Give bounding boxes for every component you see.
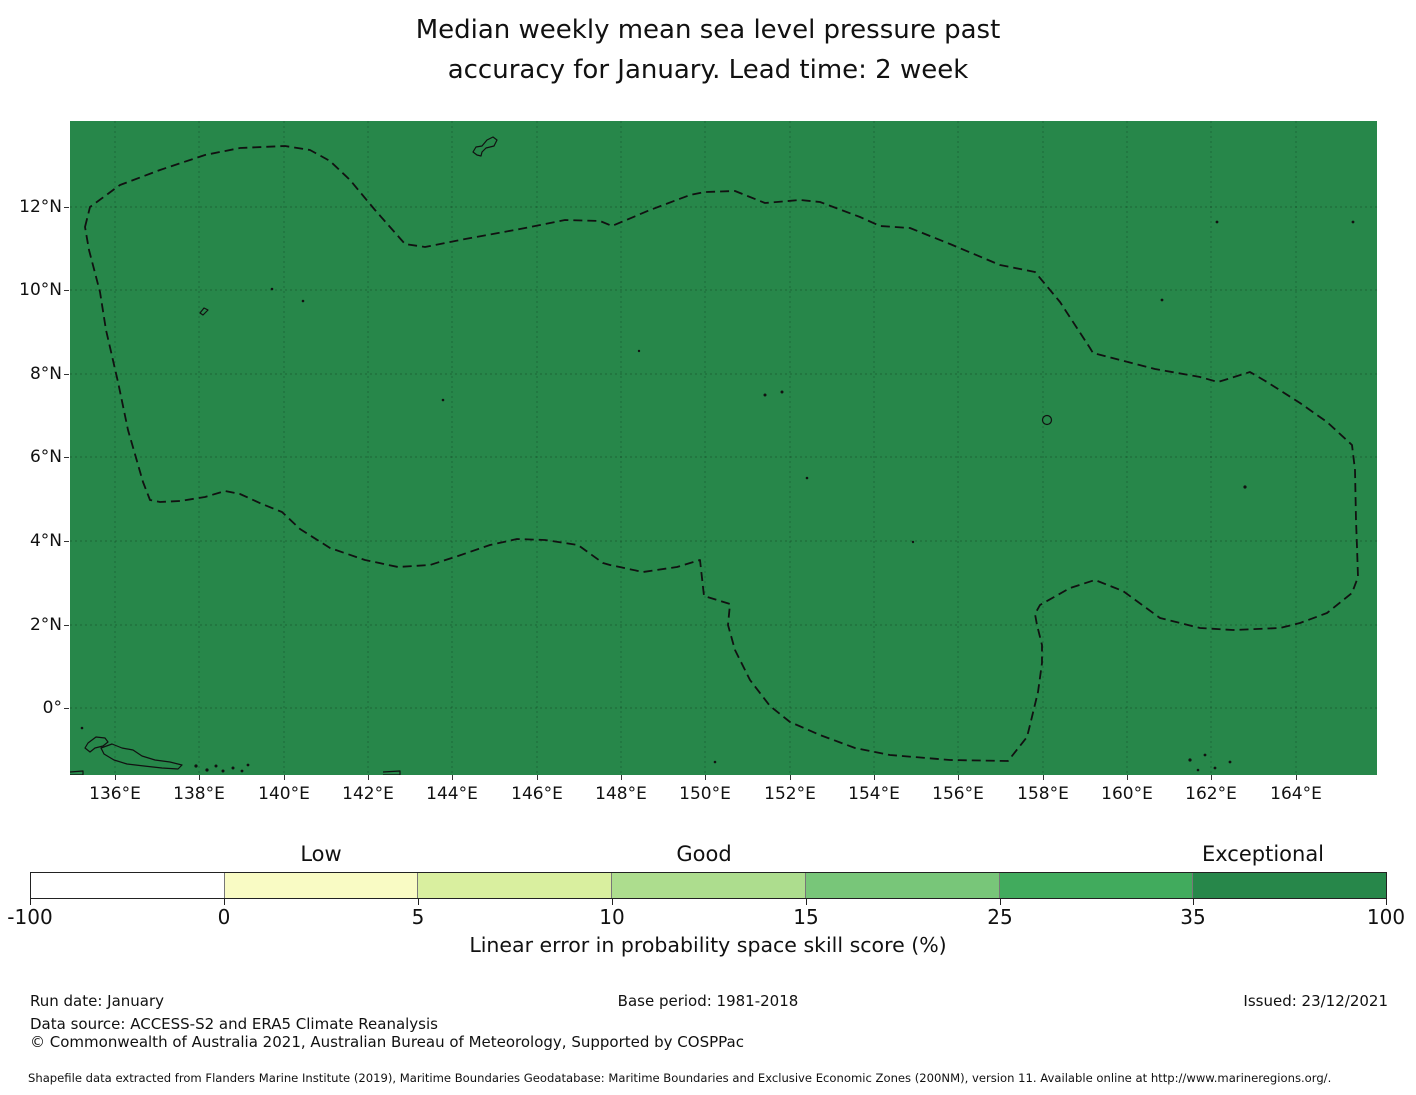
x-tickmark	[621, 775, 622, 780]
colorbar-tickmark	[1193, 899, 1194, 905]
y-tickmark	[64, 290, 69, 291]
colorbar-tick-5: 5	[411, 905, 425, 929]
x-tickmark	[1043, 775, 1044, 780]
colorbar-tick-25: 25	[987, 905, 1013, 929]
x-tickmark	[790, 775, 791, 780]
colorbar-tickmark	[612, 899, 613, 905]
colorbar	[30, 872, 1387, 899]
chart-title-line1: Median weekly mean sea level pressure pa…	[415, 15, 1001, 45]
colorbar-tickmark	[418, 899, 419, 905]
new-hanover-outline	[100, 743, 183, 770]
colorbar-tickmark	[1386, 899, 1387, 905]
x-tickmark	[1296, 775, 1297, 780]
x-tickmark	[1211, 775, 1212, 780]
x-tick-label-156e: 156°E	[932, 784, 984, 804]
y-tickmark	[64, 541, 69, 542]
x-tickmark	[1127, 775, 1128, 780]
y-tick-label-8n: 8°N	[29, 364, 62, 384]
x-tickmark	[874, 775, 875, 780]
x-tick-label-142e: 142°E	[342, 784, 394, 804]
colorbar-segment-6	[998, 873, 1193, 898]
footer-shapefile-attribution: Shapefile data extracted from Flanders M…	[28, 1071, 1332, 1085]
island-coastlines	[70, 136, 1053, 775]
colorbar-segment-7	[1192, 873, 1387, 898]
y-tick-label-2n: 2°N	[29, 615, 62, 635]
colorbar-tick-15: 15	[793, 905, 819, 929]
y-tick-label-4n: 4°N	[29, 531, 62, 551]
eez-boundary-line	[84, 145, 1359, 762]
x-tickmark	[452, 775, 453, 780]
colorbar-tickmark	[1000, 899, 1001, 905]
chart-title: Median weekly mean sea level pressure pa…	[0, 10, 1416, 90]
colorbar-category-low: Low	[300, 842, 342, 866]
x-tick-label-160e: 160°E	[1101, 784, 1153, 804]
guam-outline	[472, 136, 498, 157]
colorbar-tick--100: -100	[7, 905, 53, 929]
colorbar-tick-0: 0	[217, 905, 231, 929]
y-tickmark	[64, 625, 69, 626]
map-panel	[70, 121, 1377, 775]
map-canvas	[70, 121, 1377, 775]
x-tick-label-164e: 164°E	[1270, 784, 1322, 804]
colorbar-axis-label: Linear error in probability space skill …	[469, 933, 947, 957]
manus-island-outline	[84, 736, 109, 753]
colorbar-segment-2	[223, 873, 418, 898]
x-tick-label-158e: 158°E	[1017, 784, 1069, 804]
yap-outline	[199, 307, 209, 316]
colorbar-tickmark	[30, 899, 31, 905]
colorbar-tick-10: 10	[599, 905, 625, 929]
footer-issued-date: Issued: 23/12/2021	[1243, 992, 1388, 1010]
coastline-fragment-mid	[382, 770, 401, 775]
x-tickmark	[705, 775, 706, 780]
x-tick-label-162e: 162°E	[1185, 784, 1237, 804]
footer-copyright: © Commonwealth of Australia 2021, Austra…	[30, 1033, 744, 1051]
x-tickmark	[284, 775, 285, 780]
colorbar-category-exceptional: Exceptional	[1201, 842, 1325, 866]
x-tick-label-148e: 148°E	[595, 784, 647, 804]
x-tickmark	[958, 775, 959, 780]
y-tick-label-6n: 6°N	[29, 447, 62, 467]
footer-run-date: Run date: January	[30, 992, 165, 1010]
colorbar-tickmark	[806, 899, 807, 905]
x-tick-label-140e: 140°E	[258, 784, 310, 804]
colorbar-segment-4	[611, 873, 805, 898]
y-tickmark	[64, 374, 69, 375]
chuuk-lagoon-outline	[1041, 414, 1053, 426]
footer-data-source: Data source: ACCESS-S2 and ERA5 Climate …	[30, 1015, 438, 1033]
colorbar-tickmark	[224, 899, 225, 905]
x-tick-label-138e: 138°E	[173, 784, 225, 804]
y-tick-label-0: 0°	[42, 698, 62, 718]
y-tickmark	[64, 708, 69, 709]
colorbar-segment-5	[804, 873, 999, 898]
x-tick-label-150e: 150°E	[679, 784, 731, 804]
map-gridlines	[70, 121, 1377, 775]
x-tick-label-154e: 154°E	[848, 784, 900, 804]
x-tick-label-152e: 152°E	[764, 784, 816, 804]
colorbar-tick-35: 35	[1180, 905, 1206, 929]
colorbar-segment-1	[31, 873, 224, 898]
y-tick-label-12n: 12°N	[19, 197, 62, 217]
x-tickmark	[115, 775, 116, 780]
y-tickmark	[64, 457, 69, 458]
y-tick-label-10n: 10°N	[19, 280, 62, 300]
chart-title-line2: accuracy for January. Lead time: 2 week	[447, 55, 969, 85]
x-tick-label-136e: 136°E	[89, 784, 141, 804]
colorbar-tick-100: 100	[1366, 905, 1406, 929]
footer-base-period: Base period: 1981-2018	[617, 992, 799, 1010]
y-tickmark	[64, 207, 69, 208]
coastline-fragment-left	[70, 770, 84, 775]
colorbar-category-good: Good	[676, 842, 732, 866]
x-tickmark	[199, 775, 200, 780]
atoll-specks	[80, 220, 1355, 773]
x-tickmark	[368, 775, 369, 780]
x-tickmark	[537, 775, 538, 780]
colorbar-segment-3	[417, 873, 612, 898]
x-tick-label-144e: 144°E	[426, 784, 478, 804]
x-tick-label-146e: 146°E	[511, 784, 563, 804]
